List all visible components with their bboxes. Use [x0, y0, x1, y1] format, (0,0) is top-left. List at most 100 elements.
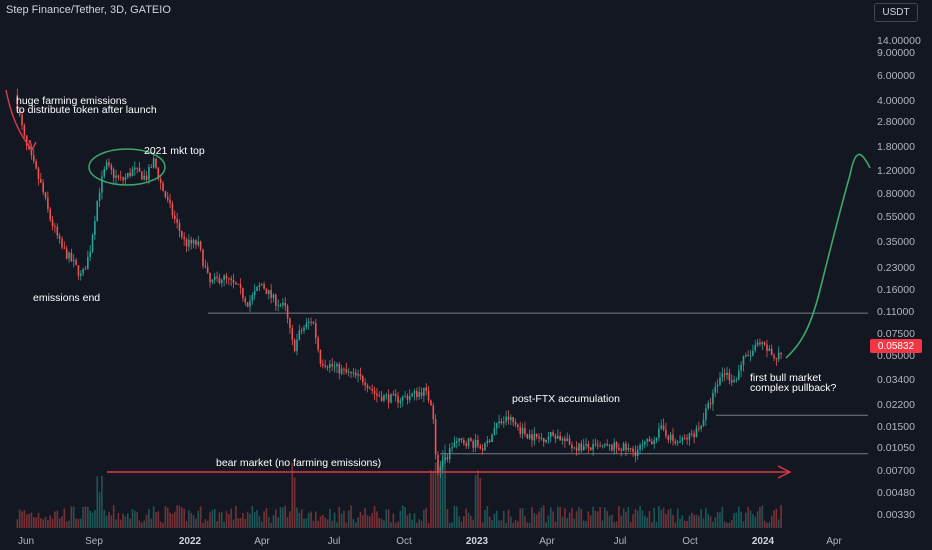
candle: [84, 269, 87, 270]
candle: [277, 305, 279, 307]
volume-bar: [359, 511, 362, 528]
candle: [730, 380, 733, 383]
candle: [230, 278, 232, 281]
candle: [223, 275, 225, 280]
volume-bar: [582, 520, 585, 528]
candle: [117, 175, 120, 178]
candle: [622, 443, 625, 451]
candle: [589, 447, 592, 451]
y-tick-label: 4.00000: [877, 95, 915, 107]
candle: [322, 363, 324, 366]
candle: [25, 135, 28, 146]
candle: [488, 440, 491, 443]
candle: [286, 305, 289, 319]
volume-bar: [655, 521, 658, 528]
volume-bar: [385, 509, 388, 528]
volume-bar: [467, 512, 470, 528]
candlestick-series: [16, 88, 782, 478]
candle: [566, 438, 569, 442]
candle: [324, 365, 326, 367]
candle: [641, 444, 644, 446]
candle: [204, 265, 207, 268]
volume-bar: [244, 518, 247, 528]
volume-bar: [23, 510, 26, 528]
candle: [613, 442, 616, 451]
volume-bar: [479, 477, 482, 528]
candle: [79, 273, 82, 276]
candle: [629, 447, 632, 449]
volume-bar: [686, 521, 688, 528]
volume-bar: [188, 510, 190, 528]
y-tick-label: 0.80000: [877, 188, 915, 200]
candle: [115, 175, 117, 178]
volume-bar: [514, 520, 517, 528]
candle: [580, 443, 583, 451]
candle: [585, 443, 587, 446]
candle: [712, 392, 714, 405]
volume-bar: [115, 519, 117, 528]
volume-bar: [265, 507, 268, 528]
volume-bar: [390, 522, 392, 528]
volume-bar: [105, 515, 108, 528]
candle: [244, 298, 247, 303]
candle: [314, 323, 317, 338]
volume-bar: [702, 518, 705, 528]
volume-bar: [296, 507, 298, 528]
volume-bar: [636, 510, 639, 528]
candle: [742, 356, 745, 365]
candle: [416, 390, 418, 397]
candle: [352, 372, 355, 374]
candle: [336, 364, 338, 367]
currency-button[interactable]: USDT: [874, 3, 918, 22]
volume-bar: [620, 515, 623, 528]
candle: [552, 432, 554, 436]
candle: [282, 302, 284, 306]
candle: [601, 445, 604, 447]
candle: [32, 155, 35, 162]
candle: [604, 444, 606, 446]
volume-bar: [72, 506, 75, 528]
volume-bar: [538, 511, 540, 528]
candle: [89, 251, 91, 258]
volume-bar: [507, 509, 510, 528]
candle: [719, 377, 721, 385]
volume-bar: [549, 507, 552, 528]
volume-bar: [397, 521, 399, 528]
volume-bar: [108, 511, 110, 528]
y-tick-label: 2.80000: [877, 116, 915, 128]
volume-bar: [145, 514, 148, 528]
volume-bar: [690, 512, 693, 528]
volume-bar: [653, 507, 655, 528]
candle: [582, 445, 585, 451]
volume-bar: [667, 509, 670, 528]
volume-bar: [155, 512, 157, 528]
volume-bar: [253, 512, 256, 528]
volume-bar: [446, 509, 449, 528]
volume-bar: [589, 515, 592, 528]
candle: [228, 278, 230, 280]
volume-bar: [629, 522, 632, 528]
candle: [636, 449, 639, 457]
volume-bar: [30, 512, 33, 528]
candle: [192, 240, 195, 244]
volume-bar: [199, 506, 202, 528]
volume-bar: [408, 513, 411, 528]
volume-bar: [49, 515, 52, 528]
volume-bar: [648, 511, 651, 528]
volume-bar: [641, 510, 644, 528]
volume-bar: [181, 507, 183, 528]
volume-bar: [284, 505, 287, 528]
candle: [761, 342, 764, 345]
candle: [587, 443, 590, 448]
volume-bar: [533, 513, 536, 528]
volume-bar: [232, 519, 235, 528]
candle: [291, 328, 294, 340]
volume-bar: [430, 470, 432, 528]
volume-bar: [754, 516, 757, 528]
volume-bar: [331, 520, 334, 528]
candle: [235, 282, 237, 285]
y-tick-label: 0.55000: [877, 211, 915, 223]
volume-bar: [110, 515, 113, 528]
volume-bar: [192, 515, 195, 528]
